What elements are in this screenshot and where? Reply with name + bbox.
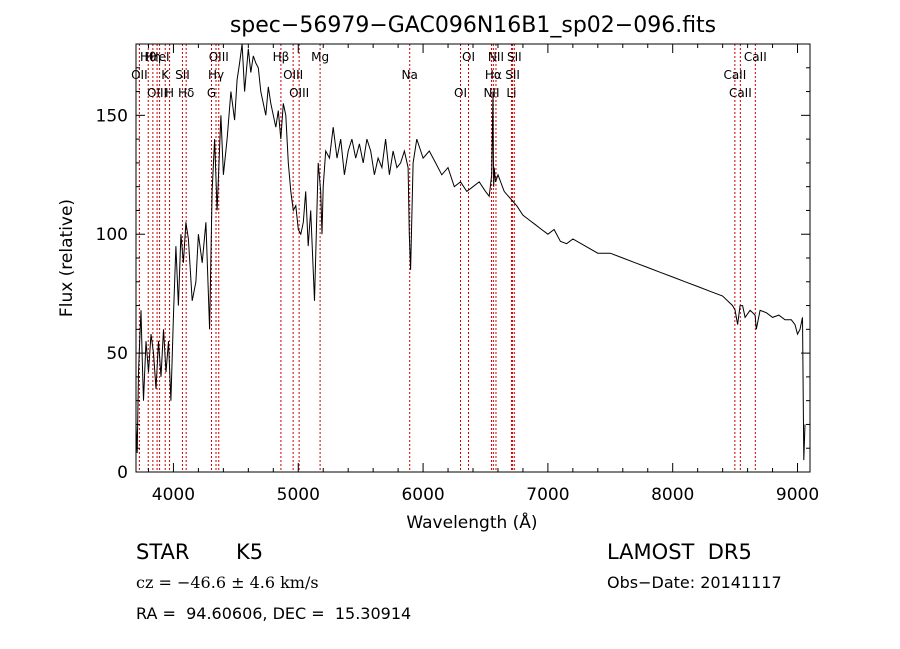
line-label-27: CaII bbox=[744, 50, 767, 64]
line-label-9: OIII bbox=[209, 50, 229, 64]
line-label-3: Hη bbox=[145, 50, 162, 64]
line-label-11: G bbox=[207, 86, 216, 100]
line-label-24: SII bbox=[507, 50, 522, 64]
y-tick-label-2: 100 bbox=[96, 225, 128, 245]
x-tick-label-1: 5000 bbox=[277, 485, 320, 505]
y-axis-label: Flux (relative) bbox=[57, 199, 77, 317]
line-label-7: SII bbox=[175, 68, 190, 82]
line-label-17: OI bbox=[454, 86, 467, 100]
line-label-19: Hα bbox=[485, 68, 502, 82]
line-label-16: Na bbox=[402, 68, 418, 82]
spectral-line-labels: Hθ OII OIII Hη KH HeI SII Hδ OIII Hγ G Hβ OIII OIII Mg… bbox=[131, 50, 767, 100]
observation-date: Obs−Date: 20141117 bbox=[607, 573, 782, 592]
line-label-25: CaII bbox=[723, 68, 746, 82]
x-axis: 4000 5000 6000 7000 8000 9000 bbox=[147, 44, 819, 505]
line-label-26: CaII bbox=[729, 86, 752, 100]
x-tick-label-0: 4000 bbox=[152, 485, 195, 505]
line-label-14: OIII bbox=[289, 86, 309, 100]
survey-name: LAMOST DR5 bbox=[607, 540, 752, 564]
x-axis-label: Wavelength (Å) bbox=[406, 511, 537, 533]
line-label-13: OIII bbox=[283, 68, 303, 82]
x-tick-label-2: 6000 bbox=[401, 485, 444, 505]
line-label-22: SII bbox=[505, 68, 520, 82]
object-subclass: K5 bbox=[236, 540, 264, 564]
y-tick-label-0: 0 bbox=[117, 463, 128, 483]
line-label-4: K bbox=[161, 68, 170, 82]
chart-title: spec−56979−GAC096N16B1_sp02−096.fits bbox=[230, 13, 716, 38]
y-tick-label-3: 150 bbox=[96, 106, 128, 126]
plot-frame bbox=[135, 43, 811, 473]
line-label-15: Mg bbox=[311, 50, 329, 64]
x-tick-label-3: 7000 bbox=[526, 485, 569, 505]
line-label-6: HeI bbox=[150, 50, 170, 64]
line-label-20: NII bbox=[483, 86, 499, 100]
x-tick-label-5: 9000 bbox=[776, 485, 819, 505]
redshift-velocity: cz = −46.6 ± 4.6 km/s bbox=[136, 573, 319, 592]
spectrum-line bbox=[135, 43, 806, 461]
line-label-0: Hθ bbox=[140, 50, 156, 64]
line-label-2: OIII bbox=[147, 86, 167, 100]
spectral-line-markers bbox=[138, 44, 756, 472]
line-label-18: OI bbox=[462, 50, 475, 64]
line-label-23: Li bbox=[506, 86, 516, 100]
line-label-10: Hγ bbox=[208, 68, 224, 82]
y-tick-label-1: 50 bbox=[106, 344, 128, 364]
line-label-8: Hδ bbox=[178, 86, 194, 100]
coordinates: RA = 94.60606, DEC = 15.30914 bbox=[136, 604, 412, 623]
object-class: STAR bbox=[136, 540, 190, 564]
line-label-21: NII bbox=[488, 50, 504, 64]
line-label-1: OII bbox=[131, 68, 148, 82]
line-label-12: Hβ bbox=[273, 50, 290, 64]
line-label-5: H bbox=[165, 86, 174, 100]
y-axis: 0 50 100 150 bbox=[96, 67, 810, 483]
x-tick-label-4: 8000 bbox=[651, 485, 694, 505]
